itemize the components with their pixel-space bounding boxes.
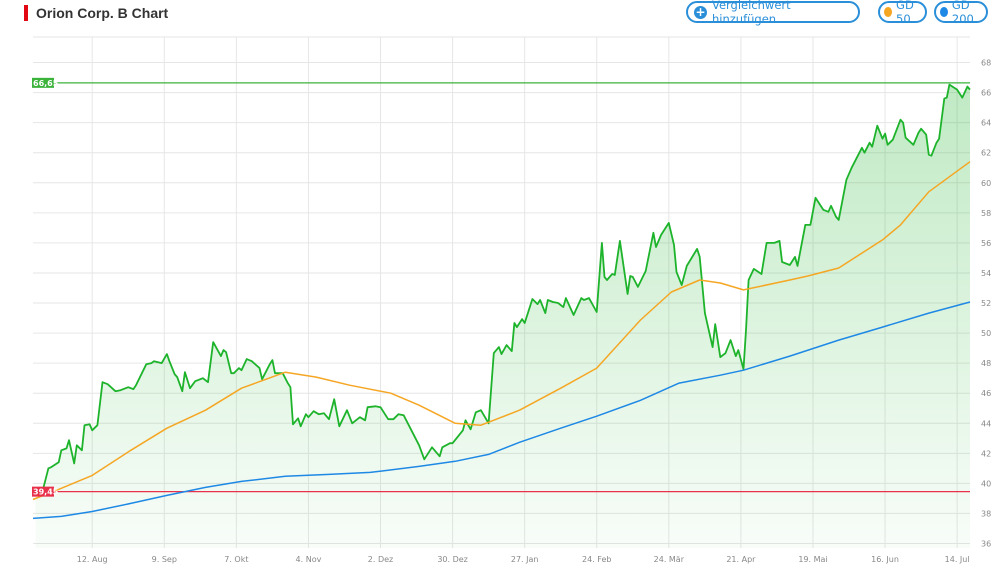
price-line bbox=[35, 83, 971, 491]
x-tick-label: 7. Okt bbox=[224, 555, 248, 564]
gd50-toggle[interactable]: GD 50 bbox=[878, 0, 927, 26]
y-tick-label: 68 bbox=[981, 59, 991, 68]
x-tick-label: 24. Mär bbox=[654, 555, 685, 564]
title-marker bbox=[24, 5, 28, 21]
add-comparison-button[interactable]: + Vergleichwert hinzufügen bbox=[686, 0, 860, 26]
x-tick-label: 9. Sep bbox=[152, 555, 177, 564]
y-tick-label: 46 bbox=[981, 389, 991, 398]
y-tick-label: 42 bbox=[981, 449, 991, 458]
y-tick-label: 40 bbox=[981, 479, 991, 488]
x-tick-label: 16. Jun bbox=[871, 555, 899, 564]
x-tick-label: 19. Mai bbox=[798, 555, 827, 564]
y-tick-label: 44 bbox=[981, 419, 991, 428]
y-tick-label: 52 bbox=[981, 299, 991, 308]
chart-header: Orion Corp. B Chart bbox=[24, 5, 168, 21]
y-tick-label: 60 bbox=[981, 179, 991, 188]
y-tick-label: 62 bbox=[981, 149, 991, 158]
y-tick-label: 66 bbox=[981, 89, 991, 98]
x-tick-label: 30. Dez bbox=[437, 555, 468, 564]
x-tick-label: 4. Nov bbox=[296, 555, 322, 564]
y-tick-label: 50 bbox=[981, 329, 991, 338]
x-tick-label: 2. Dez bbox=[368, 555, 393, 564]
y-tick-label: 64 bbox=[981, 119, 991, 128]
gd200-line bbox=[32, 301, 971, 520]
gd200-toggle[interactable]: GD 200 bbox=[934, 0, 988, 26]
gd50-line bbox=[32, 161, 971, 501]
low-value-tag bbox=[32, 486, 54, 497]
x-tick-label: 14. Jul bbox=[945, 555, 970, 564]
y-tick-label: 48 bbox=[981, 359, 991, 368]
low-value-label: 39,45 bbox=[33, 488, 59, 497]
plus-circle-icon: + bbox=[694, 4, 707, 19]
y-tick-label: 38 bbox=[981, 509, 991, 518]
high-value-label: 66,65 bbox=[33, 79, 59, 88]
y-tick-label: 54 bbox=[981, 269, 991, 278]
gd50-label: GD 50 bbox=[896, 0, 914, 26]
x-tick-label: 27. Jan bbox=[511, 555, 539, 564]
high-value-tag bbox=[32, 77, 54, 88]
gd200-dot-icon bbox=[940, 7, 948, 17]
gd200-label: GD 200 bbox=[951, 0, 974, 26]
add-comparison-label: Vergleichwert hinzufügen bbox=[711, 0, 791, 26]
y-tick-label: 36 bbox=[981, 539, 991, 548]
page-title: Orion Corp. B Chart bbox=[36, 5, 169, 21]
y-tick-label: 56 bbox=[981, 239, 991, 248]
y-tick-label: 58 bbox=[981, 209, 991, 218]
x-tick-label: 12. Aug bbox=[77, 555, 108, 564]
gd50-dot-icon bbox=[884, 7, 893, 17]
x-tick-label: 21. Apr bbox=[726, 555, 756, 564]
price-area bbox=[35, 84, 971, 548]
x-tick-label: 24. Feb bbox=[582, 555, 611, 564]
